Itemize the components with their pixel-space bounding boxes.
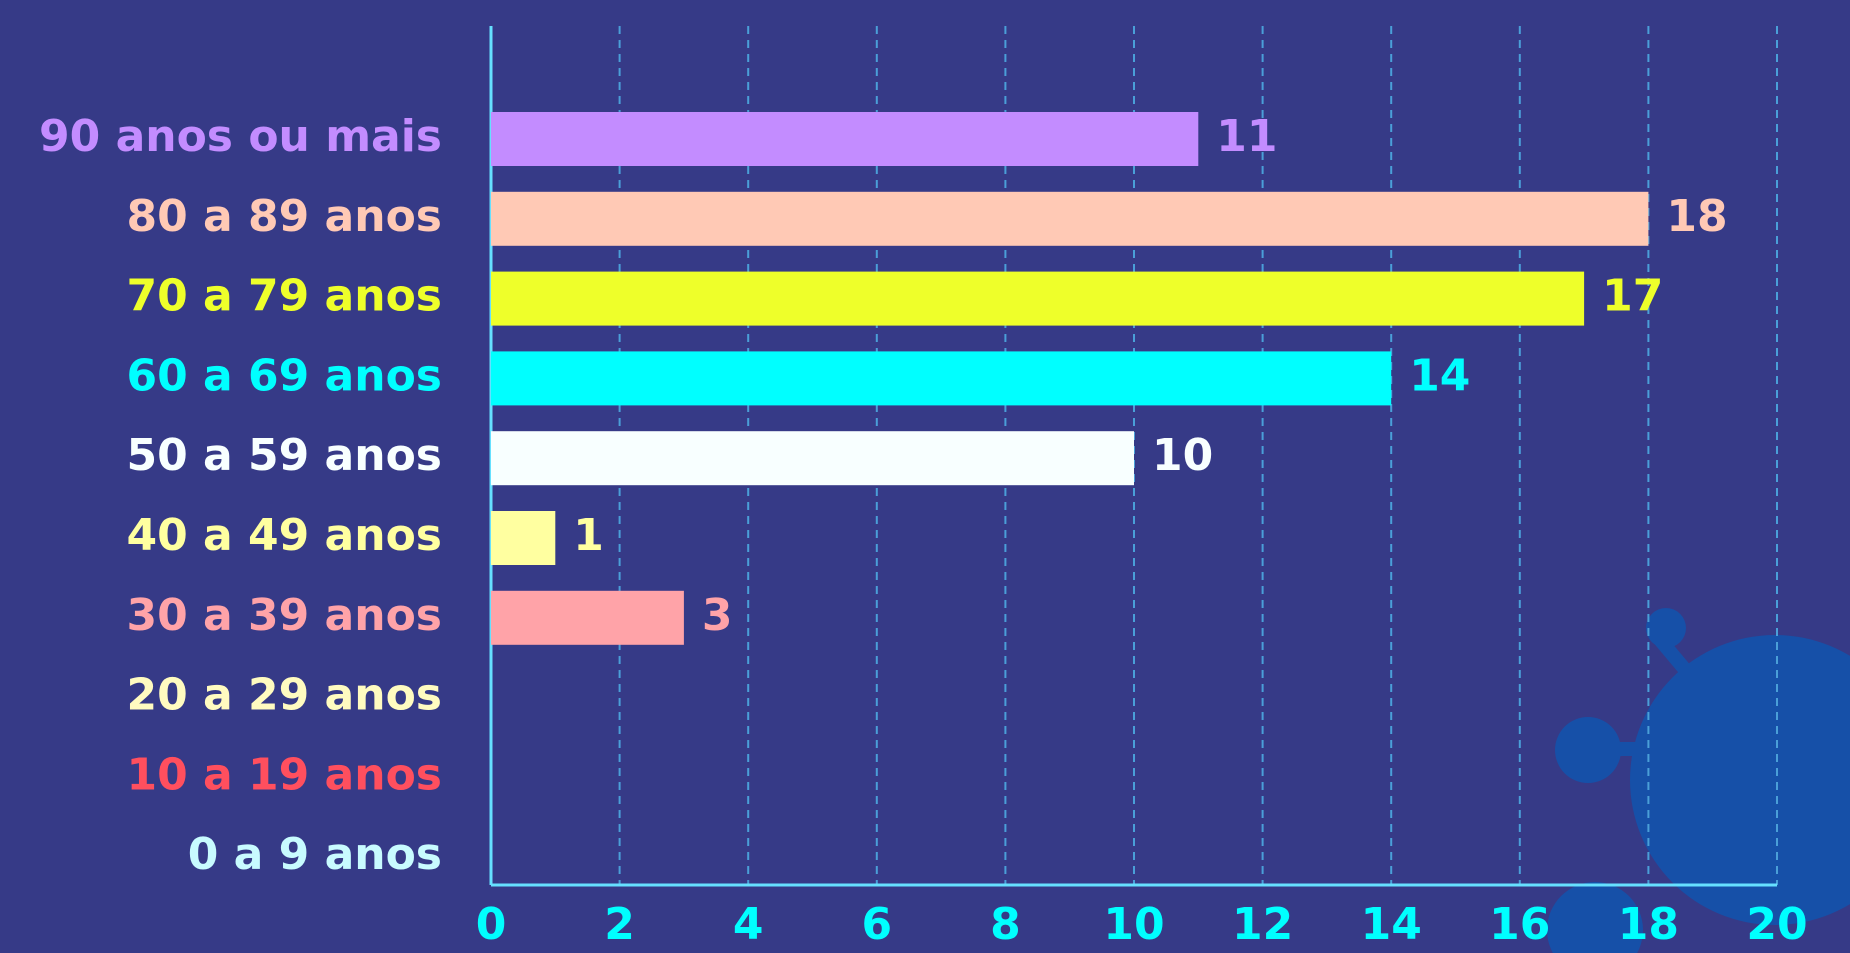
bar <box>491 511 555 565</box>
x-tick-label: 18 <box>1618 899 1679 950</box>
x-tick-label: 10 <box>1103 899 1164 950</box>
x-tick-label: 20 <box>1746 899 1807 950</box>
x-tick-label: 6 <box>861 899 892 950</box>
y-tick-label: 80 a 89 anos <box>126 191 442 242</box>
value-label: 18 <box>1666 191 1727 242</box>
bar <box>491 112 1198 166</box>
value-label: 1 <box>573 510 604 561</box>
y-tick-label: 30 a 39 anos <box>126 590 442 641</box>
bar <box>491 272 1584 326</box>
bar <box>491 431 1134 485</box>
y-tick-label: 20 a 29 anos <box>126 670 442 721</box>
y-tick-label: 0 a 9 anos <box>188 829 442 880</box>
x-tick-label: 4 <box>733 899 764 950</box>
x-tick-label: 14 <box>1361 899 1422 950</box>
value-label: 3 <box>702 590 733 641</box>
chart: 0 2 4 6 8 10 12 14 16 18 20 90 anos ou mais 11 80 a 8… <box>0 0 1850 953</box>
y-tick-label: 40 a 49 anos <box>126 510 442 561</box>
y-tick-label: 90 anos ou mais <box>39 111 442 162</box>
x-tick-label: 0 <box>476 899 507 950</box>
value-label: 11 <box>1216 111 1277 162</box>
value-label: 14 <box>1409 350 1470 401</box>
x-tick-label: 8 <box>990 899 1021 950</box>
page: 0 2 4 6 8 10 12 14 16 18 20 90 anos ou mais 11 80 a 8… <box>0 0 1850 953</box>
x-tick-label: 12 <box>1232 899 1293 950</box>
y-tick-label: 70 a 79 anos <box>126 271 442 322</box>
y-tick-label: 10 a 19 anos <box>126 749 442 800</box>
y-tick-label: 50 a 59 anos <box>126 430 442 481</box>
y-tick-label: 60 a 69 anos <box>126 350 442 401</box>
bar <box>491 591 684 645</box>
value-label: 17 <box>1602 271 1663 322</box>
x-tick-label: 2 <box>604 899 635 950</box>
value-label: 10 <box>1152 430 1213 481</box>
bar <box>491 192 1648 246</box>
x-tick-label: 16 <box>1489 899 1550 950</box>
bar <box>491 351 1391 405</box>
